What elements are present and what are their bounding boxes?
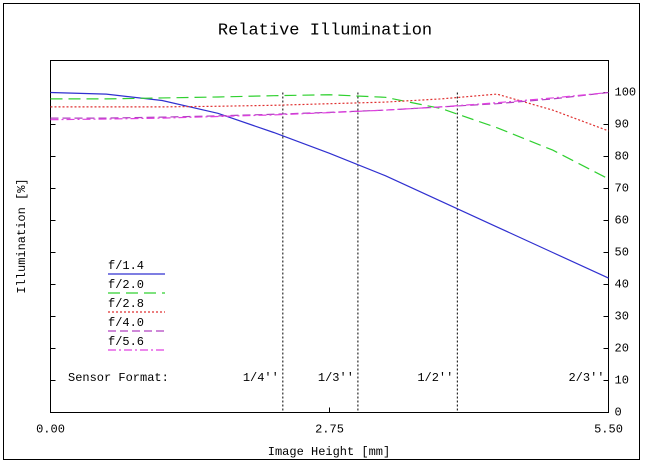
frame	[3, 3, 640, 460]
sensor-format: 1/4''	[243, 371, 279, 385]
x-tick-label: 0.00	[36, 423, 65, 437]
chart-title: Relative Illumination	[218, 21, 432, 40]
sensor-format: 1/3''	[318, 371, 354, 385]
x-tick-label: 5.50	[594, 423, 623, 437]
y-tick-label: 0	[615, 406, 622, 420]
sensor-format-label: Sensor Format:	[68, 371, 169, 385]
series-line	[50, 91, 609, 279]
series-line	[50, 94, 609, 180]
series-line	[50, 91, 609, 121]
y-axis-label: Illumination [%]	[15, 178, 29, 293]
legend-label: f/2.8	[108, 297, 144, 311]
legend-label: f/1.4	[108, 259, 144, 273]
legend-label: f/4.0	[108, 316, 144, 330]
x-axis-label: Image Height [mm]	[268, 445, 390, 459]
y-tick-label: 20	[615, 342, 629, 356]
y-tick-label: 40	[615, 278, 629, 292]
series-line	[50, 93, 609, 132]
legend-label: f/2.0	[108, 278, 144, 292]
x-tick-label: 2.75	[315, 423, 344, 437]
sensor-format: 2/3''	[568, 371, 604, 385]
y-tick-label: 50	[615, 246, 629, 260]
y-tick-label: 10	[615, 374, 629, 388]
y-tick-label: 70	[615, 182, 629, 196]
y-tick-label: 30	[615, 310, 629, 324]
y-tick-label: 80	[615, 150, 629, 164]
y-tick-label: 90	[615, 118, 629, 132]
sensor-format: 1/2''	[417, 371, 453, 385]
series-line	[50, 91, 609, 119]
plot-frame	[50, 60, 609, 413]
y-tick-label: 100	[615, 86, 637, 100]
y-tick-label: 60	[615, 214, 629, 228]
legend-label: f/5.6	[108, 335, 144, 349]
